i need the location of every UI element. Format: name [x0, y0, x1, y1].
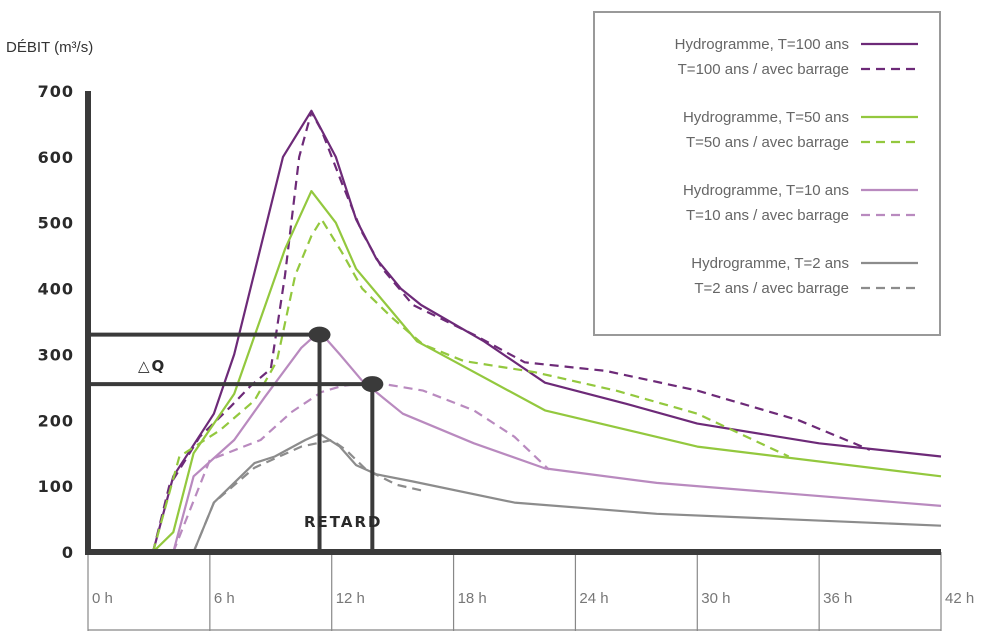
x-tick-label: 0 h: [92, 590, 113, 607]
y-tick-label: 100: [38, 477, 74, 496]
y-tick-label: 500: [38, 214, 74, 233]
x-tick-label: 6 h: [214, 590, 235, 607]
y-tick-label: 400: [38, 280, 74, 299]
legend-label-7: Hydrogramme, T=2 ans: [691, 255, 849, 272]
legend-label-1: Hydrogramme, T=100 ans: [675, 36, 849, 53]
legend-label-5: Hydrogramme, T=10 ans: [683, 182, 849, 199]
x-axis-grid: 0 h 6 h 12 h 18 h 24 h 30 h 36 h 42 h: [87, 552, 974, 631]
legend-label-6: T=10 ans / avec barrage: [686, 207, 849, 224]
y-tick-label: 0: [62, 543, 74, 562]
legend: Hydrogramme, T=100 ans T=100 ans / avec b…: [593, 11, 941, 336]
x-tick-label: 18 h: [458, 590, 487, 607]
x-tick-label: 30 h: [701, 590, 730, 607]
x-tick-label: 24 h: [579, 590, 608, 607]
series-line-5: [172, 330, 942, 553]
x-tick-label: 36 h: [823, 590, 852, 607]
retard-label: RETARD: [304, 513, 382, 531]
legend-label-8: T=2 ans / avec barrage: [694, 280, 849, 297]
legend-label-2: T=100 ans / avec barrage: [678, 61, 849, 78]
delta-q-label: △Q: [138, 357, 166, 375]
series-line-2: [151, 110, 871, 553]
y-tick-label: 300: [38, 345, 74, 364]
y-axis-title: DÉBIT (m³/s): [6, 39, 93, 56]
axes: [85, 91, 941, 555]
legend-box: [593, 11, 941, 336]
legend-label-3: Hydrogramme, T=50 ans: [683, 109, 849, 126]
legend-label-4: T=50 ans / avec barrage: [686, 134, 849, 151]
peak-marker-with-dam: [361, 376, 384, 393]
series-line-8: [192, 438, 424, 553]
series-line-7: [192, 432, 942, 553]
series-line-4: [151, 218, 790, 553]
series-line-6: [172, 381, 550, 553]
series-layer: [151, 109, 942, 553]
y-tick-label: 200: [38, 411, 74, 430]
y-tick-label: 700: [38, 82, 74, 101]
peak-marker-without-dam: [308, 326, 331, 343]
y-tick-label: 600: [38, 148, 74, 167]
x-tick-label: 42 h: [945, 590, 974, 607]
annotation-layer: [88, 326, 384, 552]
y-axis-ticks: 0 100 200 300 400 500 600 700: [38, 82, 74, 562]
x-tick-label: 12 h: [336, 590, 365, 607]
